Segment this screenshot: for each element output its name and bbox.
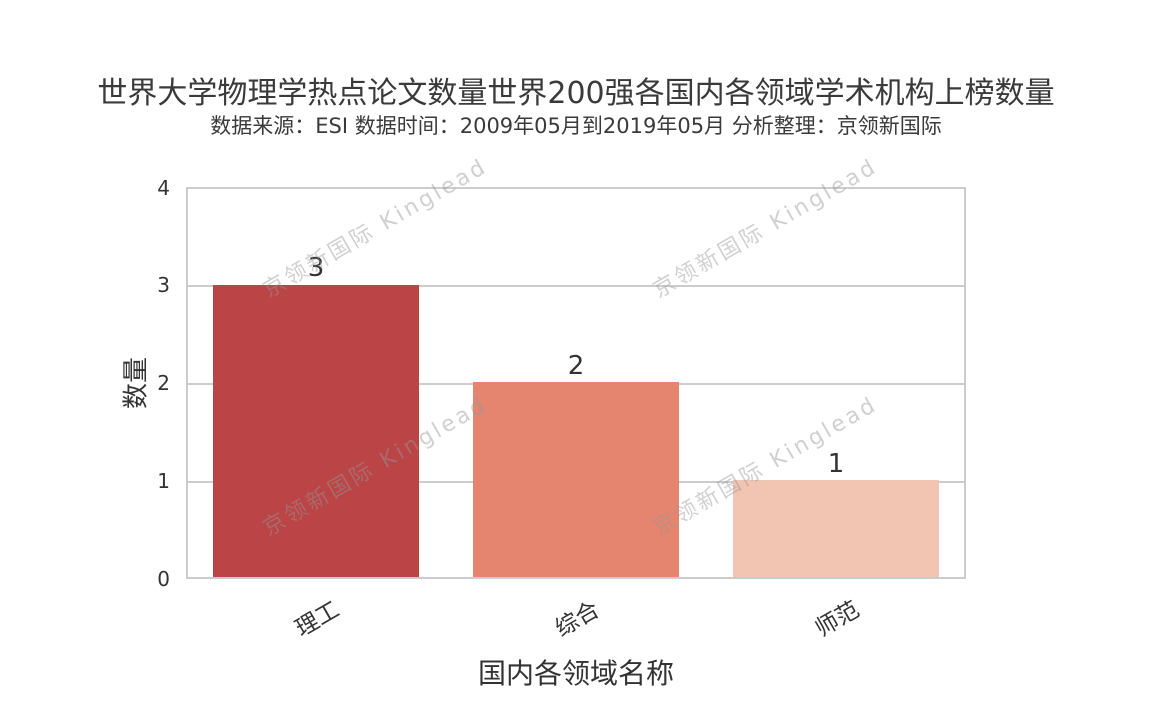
y-tick: 0 xyxy=(157,567,170,591)
x-tick: 综合 xyxy=(551,596,604,643)
x-tick: 理工 xyxy=(291,596,344,643)
y-tick: 1 xyxy=(157,469,170,493)
x-tick: 师范 xyxy=(811,596,864,643)
y-axis-label: 数量 xyxy=(121,356,152,410)
y-tick: 2 xyxy=(157,371,170,395)
bar-value-label: 1 xyxy=(827,449,845,479)
y-tick: 4 xyxy=(157,176,170,200)
chart-title: 世界大学物理学热点论文数量世界200强各国内各领域学术机构上榜数量 xyxy=(97,76,1055,111)
bar-value-label: 3 xyxy=(307,253,325,283)
plot-area: 3 2 1 xyxy=(186,187,966,579)
bar-shifan xyxy=(733,480,939,577)
bar-value-label: 2 xyxy=(567,351,585,381)
bar-zonghe xyxy=(473,382,679,577)
gridline-3 xyxy=(188,285,964,287)
chart-subtitle: 数据来源：ESI 数据时间：2009年05月到2019年05月 分析整理：京领新… xyxy=(210,114,942,138)
x-axis-label: 国内各领域名称 xyxy=(477,657,675,690)
y-tick: 3 xyxy=(157,273,170,297)
bar-ligong xyxy=(213,285,419,577)
